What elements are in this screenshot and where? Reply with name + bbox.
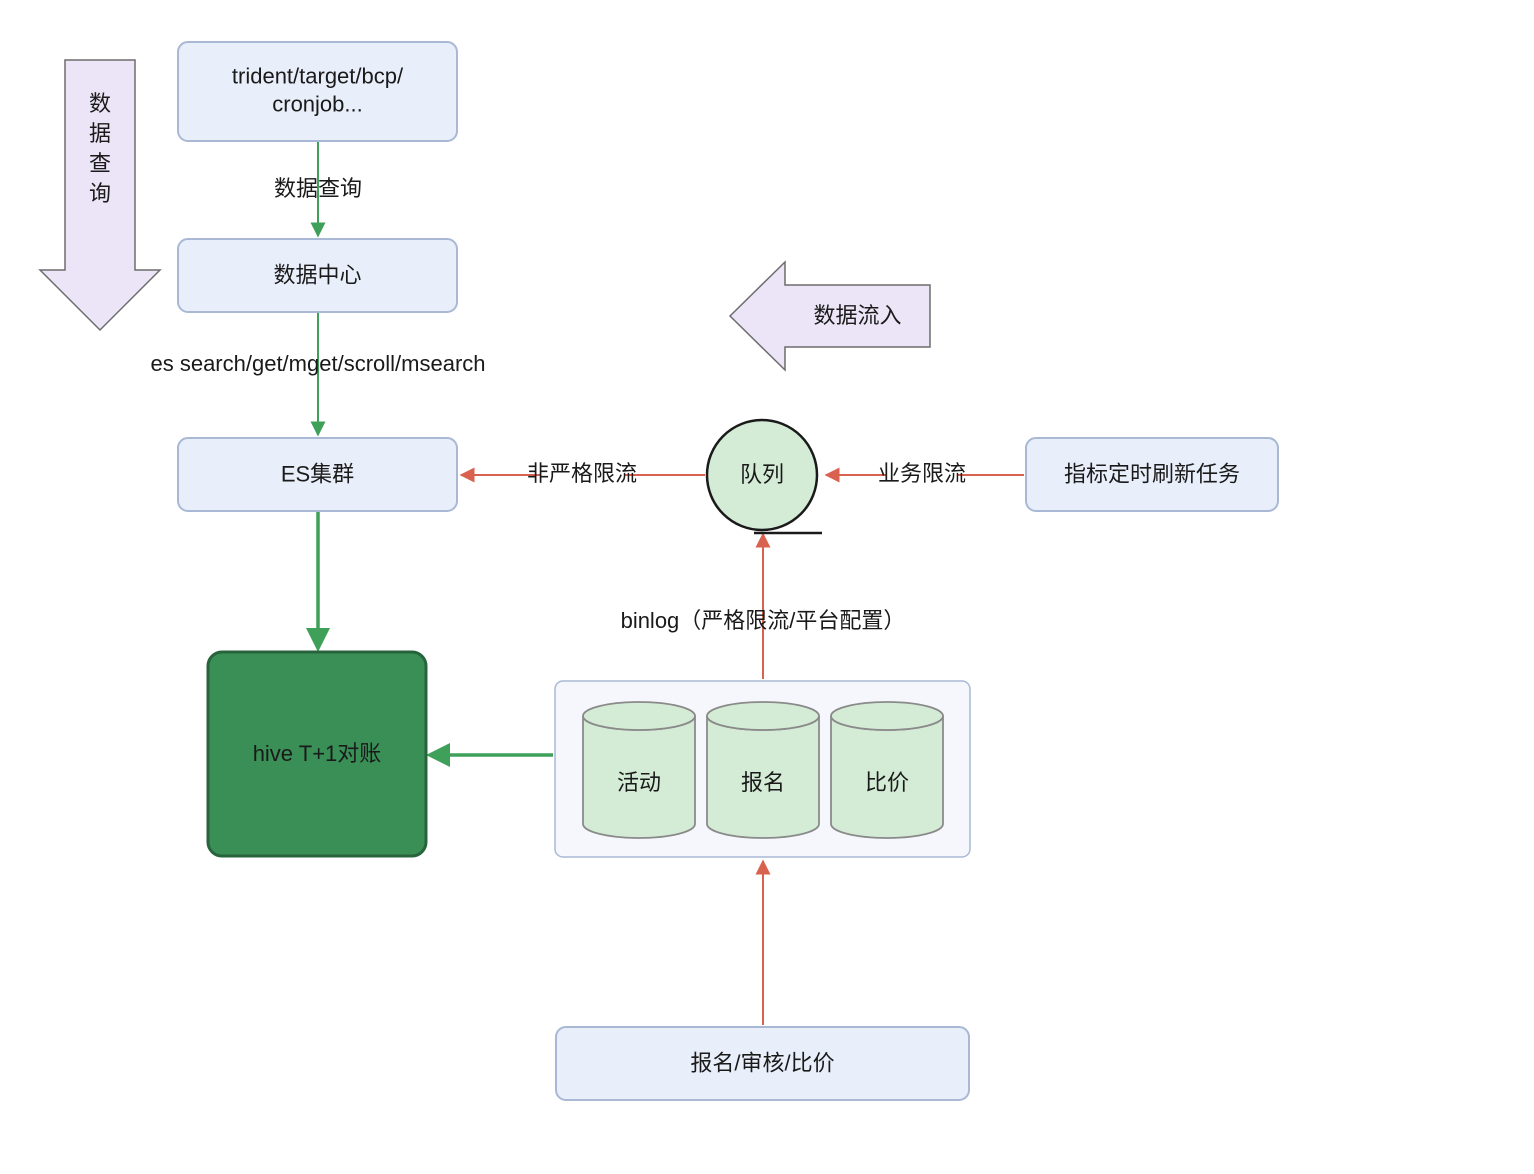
node-trident: trident/target/bcp/cronjob... [178,42,457,141]
node-esCluster: ES集群 [178,438,457,511]
svg-text:报名: 报名 [741,770,785,795]
svg-text:业务限流: 业务限流 [878,461,966,486]
svg-text:ES集群: ES集群 [281,461,354,486]
svg-text:数据查询: 数据查询 [274,176,362,201]
svg-text:指标定时刷新任务: 指标定时刷新任务 [1064,461,1240,486]
svg-text:hive T+1对账: hive T+1对账 [253,741,382,766]
svg-text:数据流入: 数据流入 [813,303,901,328]
db-container: 活动 报名 比价 [555,681,970,857]
big-arrow-query: 数据查询 [40,60,160,330]
db-cylinder-1: 报名 [707,702,819,838]
big-arrow-inflow: 数据流入 [730,262,930,370]
node-bottomBox: 报名/审核/比价 [556,1027,969,1100]
svg-text:es search/get/mget/scroll/msea: es search/get/mget/scroll/msearch [150,351,485,376]
node-newTask: 指标定时刷新任务 [1026,438,1278,511]
svg-text:报名/审核/比价: 报名/审核/比价 [690,1050,834,1075]
svg-text:数据中心: 数据中心 [273,262,361,287]
svg-text:trident/target/bcp/: trident/target/bcp/ [232,63,404,88]
db-cylinder-2: 比价 [831,702,943,838]
db-cylinder-0: 活动 [583,702,695,838]
svg-text:binlog（严格限流/平台配置）: binlog（严格限流/平台配置） [621,608,906,633]
svg-text:队列: 队列 [740,462,784,487]
svg-text:询: 询 [89,181,111,206]
svg-text:查: 查 [89,151,111,176]
svg-text:比价: 比价 [865,770,909,795]
node-hive: hive T+1对账 [208,652,426,856]
svg-text:数: 数 [89,91,111,116]
svg-text:cronjob...: cronjob... [272,91,363,116]
svg-text:据: 据 [89,121,111,146]
node-queue: 队列 [707,420,822,533]
svg-text:活动: 活动 [617,770,661,795]
node-dataCenter: 数据中心 [178,239,457,312]
architecture-diagram: 数据查询数据流入 数据查询 es search/get/mget/scroll/ms… [0,0,1534,1174]
svg-text:非严格限流: 非严格限流 [527,461,637,486]
